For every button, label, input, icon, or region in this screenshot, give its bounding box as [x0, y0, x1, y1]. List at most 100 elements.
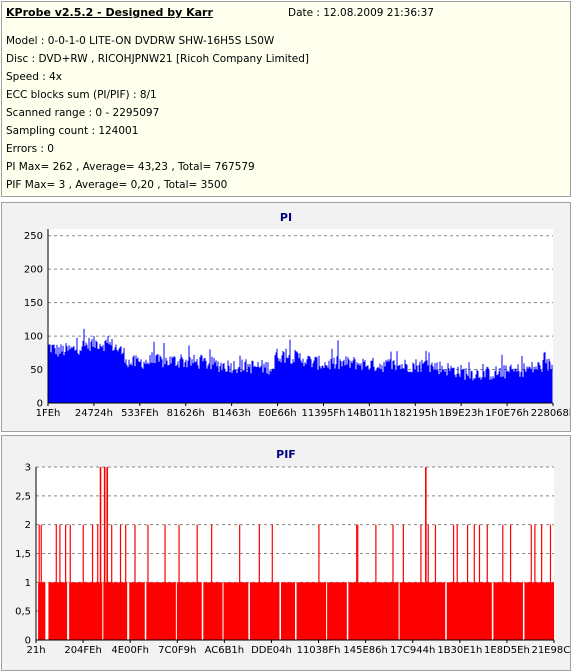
pif-x-tick-label: 21E98Ch	[531, 645, 570, 656]
info-errors: Errors : 0	[6, 143, 54, 155]
pif-zero-gap	[222, 582, 224, 640]
pif-spike-2	[239, 524, 241, 640]
info-pi-stats: PI Max= 262 , Average= 43,23 , Total= 76…	[6, 161, 255, 173]
pif-spike-2	[111, 524, 113, 640]
pif-chart-title: PIF	[276, 448, 296, 461]
pif-spike-2	[456, 524, 458, 640]
pif-zero-gap	[346, 582, 349, 640]
pif-spike-2	[502, 524, 504, 640]
pif-spike-2	[434, 524, 437, 640]
pi-y-tick-label: 150	[24, 298, 43, 309]
pif-chart: 0 0,5 1 1,5 2 2,5 3 21h 204FEh 4E00Fh 7C0F9h AC6B1h…	[15, 463, 570, 657]
pi-chart-panel: PI 0 50 100 150 200 250 1FEh 24724h 533FEh 81626h…	[1, 202, 571, 432]
pif-zero-gap	[522, 582, 525, 640]
pi-y-tick-label: 250	[24, 231, 43, 242]
pif-zero-gap	[248, 582, 250, 640]
pif-spike-2	[541, 524, 543, 640]
pif-x-tick-label: DDE04h	[251, 645, 292, 656]
pif-spike-2	[509, 524, 512, 640]
pif-spike-2	[452, 524, 455, 640]
pif-spike-2	[271, 524, 273, 640]
pif-zero-gap	[295, 582, 297, 640]
pi-y-tick-label: 50	[30, 365, 43, 376]
pif-spike-2	[402, 524, 404, 640]
pif-spike-2	[196, 524, 198, 640]
pif-x-tick-label: 4E00Fh	[111, 645, 149, 656]
info-range: Scanned range : 0 - 2295097	[6, 107, 160, 119]
scan-date: Date : 12.08.2009 21:36:37	[288, 7, 434, 19]
pif-spike-2	[392, 524, 394, 640]
info-sampling: Sampling count : 124001	[6, 125, 139, 137]
pi-x-tick-label: 24724h	[75, 408, 113, 419]
pi-x-tick-label: 11395Fh	[302, 408, 346, 419]
pif-y-tick-label: 1	[25, 578, 31, 589]
pif-spike-3	[99, 467, 102, 640]
pif-zero-gap	[175, 582, 177, 640]
pi-x-tick-label: 182195h	[393, 408, 438, 419]
pi-x-tick-label: 1F0E76h	[485, 408, 529, 419]
pif-spike-2	[318, 524, 320, 640]
pif-x-tick-label: AC6B1h	[205, 645, 245, 656]
pif-chart-panel: PIF 0 0,5 1 1,5 2 2,5 3 21h 204FEh 4E00Fh 7C0F9h AC…	[1, 435, 571, 671]
pi-x-tick-label: B1463h	[212, 408, 251, 419]
pif-spike-2	[65, 524, 67, 640]
pif-spike-2	[466, 524, 469, 640]
pif-spike-3	[106, 467, 109, 640]
pi-chart-title: PI	[279, 211, 293, 224]
pif-spike-2	[134, 524, 136, 640]
pif-zero-gap	[279, 582, 282, 640]
pif-zero-gap	[127, 582, 130, 640]
pif-zero-gap	[326, 582, 328, 640]
pif-zero-gap	[445, 582, 447, 640]
pif-spike-2	[211, 524, 213, 640]
pif-spike-2	[119, 524, 122, 640]
pi-x-tick-label: 81626h	[167, 408, 205, 419]
pif-spike-2	[147, 524, 149, 640]
pi-x-tick-label: 1B9E23h	[439, 408, 484, 419]
pi-y-tick-label: 200	[24, 265, 43, 276]
pif-x-tick-label: 145E86h	[343, 645, 387, 656]
pi-y-tick-label: 0	[37, 399, 43, 410]
pif-spike-2	[357, 524, 359, 640]
pif-spike-3	[425, 467, 427, 640]
pif-x-tick-label: 11038Fh	[297, 645, 341, 656]
pi-y-tick-label: 100	[24, 332, 43, 343]
info-panel: KProbe v2.5.2 - Designed by Karr Date : …	[1, 1, 571, 197]
pif-spike-2	[164, 524, 166, 640]
pif-spike-2	[486, 524, 488, 640]
pif-y-tick-label: 0	[25, 636, 31, 647]
pif-spike-2	[549, 524, 552, 640]
pif-zero-gap	[45, 582, 49, 640]
pi-chart: 0 50 100 150 200 250 1FEh 24724h 533FEh 81626h B14…	[24, 229, 570, 419]
pif-y-tick-label: 2	[25, 520, 31, 531]
pif-spike-2	[427, 524, 429, 640]
pif-spike-3	[103, 467, 106, 640]
pif-spike-2	[178, 524, 180, 640]
pif-zero-gap	[491, 582, 494, 640]
pif-spike-2	[82, 524, 84, 640]
pi-x-tick-label: 533FEh	[121, 408, 159, 419]
info-model: Model : 0-0-1-0 LITE-ON DVDRW SHW-16H5S …	[6, 35, 275, 47]
pif-spike-2	[40, 524, 42, 640]
pif-zero-gap	[144, 582, 147, 640]
pif-zero-gap	[102, 582, 104, 640]
pif-spike-2	[420, 524, 422, 640]
info-ecc: ECC blocks sum (PI/PIF) : 8/1	[6, 89, 157, 101]
pif-spike-2	[55, 524, 57, 640]
pif-spike-2	[97, 524, 99, 640]
pif-spike-2	[530, 524, 532, 640]
pi-x-tick-label: 14B011h	[347, 408, 392, 419]
pif-x-tick-label: 1E8D5Eh	[484, 645, 530, 656]
pif-y-tick-label: 0,5	[15, 607, 31, 618]
pif-zero-gap	[398, 582, 400, 640]
app-title: KProbe v2.5.2 - Designed by Karr	[6, 6, 213, 19]
pif-zero-gap	[67, 582, 70, 640]
pif-x-tick-label: 17C944h	[390, 645, 435, 656]
pif-spike-2	[125, 524, 127, 640]
pif-spike-2	[473, 524, 475, 640]
pif-spike-2	[478, 524, 481, 640]
pif-spike-2	[375, 524, 377, 640]
pif-y-tick-label: 3	[25, 463, 31, 474]
info-pif-stats: PIF Max= 3 , Average= 0,20 , Total= 3500	[6, 179, 228, 191]
pif-spike-2	[69, 524, 71, 640]
